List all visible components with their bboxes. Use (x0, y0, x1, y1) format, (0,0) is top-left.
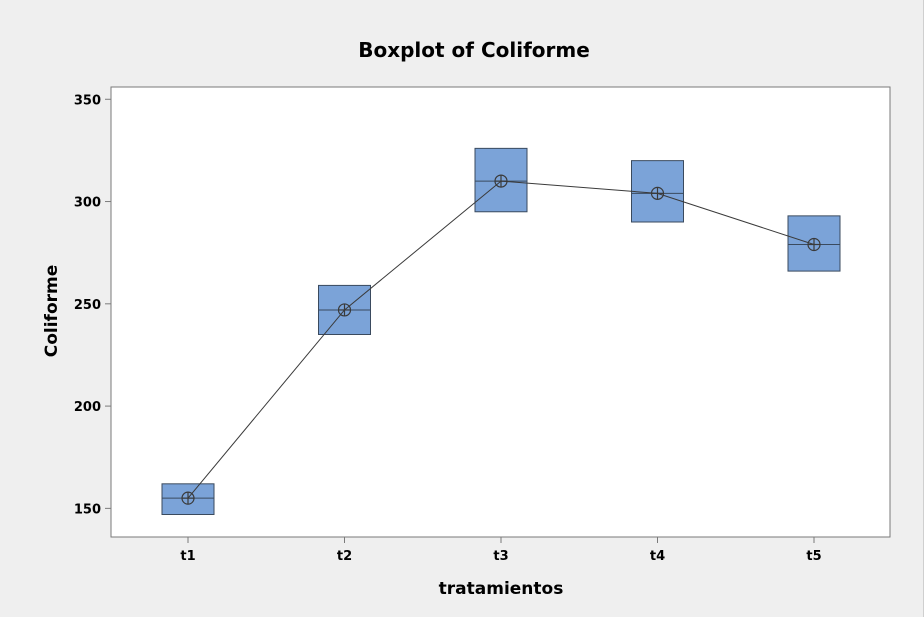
y-tick-label: 250 (74, 298, 101, 313)
x-tick-label-t1: t1 (180, 549, 195, 564)
x-tick-label-t5: t5 (806, 549, 821, 564)
x-axis: t1 t2 t3 t4 t5 (180, 537, 822, 564)
y-tick-label: 350 (74, 93, 101, 108)
x-tick-label-t3: t3 (493, 549, 508, 564)
mean-markers-group (181, 174, 821, 505)
y-tick-label: 300 (74, 196, 101, 211)
mean-marker-t1 (181, 491, 195, 505)
mean-marker-t4 (650, 186, 665, 200)
y-axis-title: Coliforme (42, 265, 62, 358)
mean-marker-t3 (494, 174, 508, 188)
chart-title: Boxplot of Coliforme (358, 38, 590, 62)
y-tick-label: 150 (74, 502, 101, 517)
x-axis-title: tratamientos (439, 579, 564, 599)
y-axis: 150 200 250 300 350 (74, 93, 111, 517)
mean-marker-t2 (337, 303, 352, 317)
x-tick-label-t4: t4 (650, 549, 665, 564)
y-tick-label: 200 (74, 400, 101, 415)
mean-marker-t5 (807, 237, 821, 252)
x-tick-label-t2: t2 (337, 549, 352, 564)
